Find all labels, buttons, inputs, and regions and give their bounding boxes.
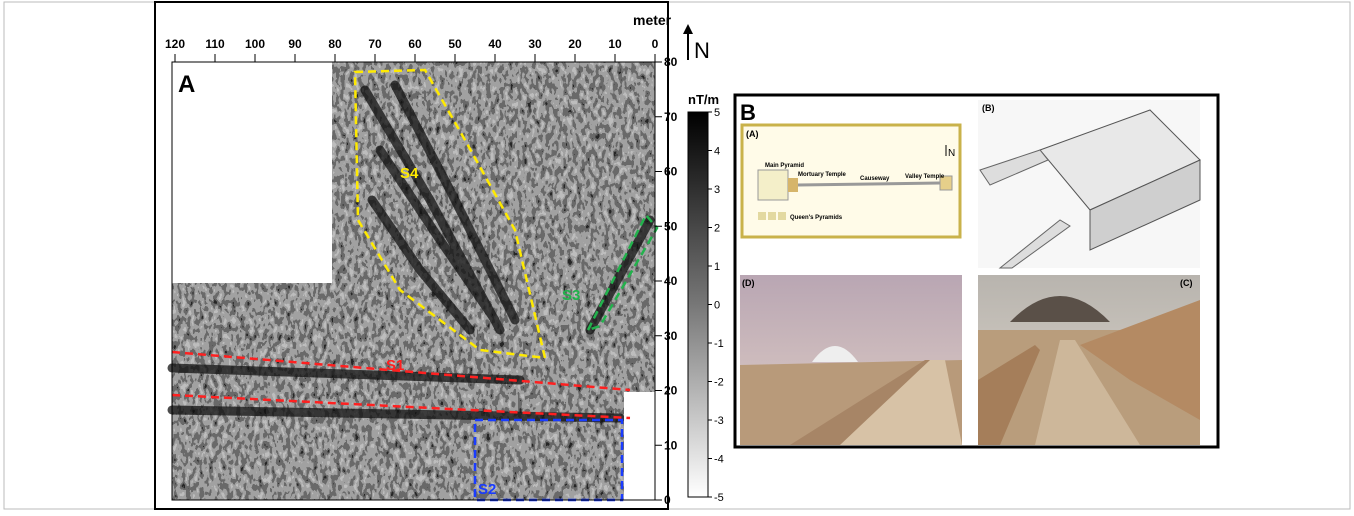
y-tick-label: 30 (664, 329, 678, 343)
colorbar-tick-label: 1 (714, 261, 720, 273)
photo-label: (B) (982, 103, 995, 113)
outer-frame (3, 1, 1351, 510)
plan-text: Causeway (860, 176, 890, 182)
y-tick-label: 60 (664, 165, 678, 179)
x-tick-label: 20 (568, 37, 582, 51)
colorbar-tick-label: -2 (714, 377, 724, 389)
plan-text: Valley Temple (905, 174, 945, 180)
colorbar-tick-label: -3 (714, 415, 724, 427)
y-tick-label: 0 (664, 493, 671, 507)
colorbar-tick-label: 0 (714, 300, 720, 312)
x-tick-label: 100 (245, 37, 265, 51)
colorbar-ticks: 5 4 3 2 1 0 -1 -2 -3 -4 -5 (708, 107, 724, 504)
colorbar-tick-label: 2 (714, 223, 720, 235)
feature-label: S3 (562, 287, 580, 304)
feature-label: S4 (400, 165, 419, 182)
plan-north: N (948, 148, 955, 159)
y-tick-label: 10 (664, 438, 678, 452)
plan-text: Main Pyramid (765, 163, 804, 169)
panel-label: B (740, 100, 756, 125)
x-tick-label: 110 (205, 37, 225, 51)
colorbar-tick-label: -1 (714, 338, 724, 350)
axis-title: meter (633, 12, 672, 28)
x-ticks: 120 110 100 90 80 70 60 50 40 30 20 10 0 (165, 37, 659, 62)
x-tick-label: 120 (165, 37, 185, 51)
photo-label: (C) (1180, 278, 1193, 288)
feature-label: S1 (386, 357, 404, 374)
colorbar-tick-label: -4 (714, 454, 724, 466)
colorbar-tick-label: -5 (714, 492, 724, 504)
photo-label: (D) (742, 278, 755, 288)
y-tick-label: 70 (664, 110, 678, 124)
x-tick-label: 10 (608, 37, 622, 51)
x-tick-label: 0 (652, 37, 659, 51)
colorbar-tick-label: 5 (714, 107, 720, 119)
plan-text: Mortuary Temple (798, 172, 847, 178)
photo-reconstruction (978, 100, 1201, 269)
panel-label: A (178, 71, 195, 98)
y-tick-label: 40 (664, 274, 678, 288)
magnetic-map (167, 62, 659, 502)
colorbar-tick-label: 3 (714, 184, 720, 196)
photo-causeway-c (978, 275, 1200, 445)
y-tick-label: 20 (664, 384, 678, 398)
y-tick-label: 50 (664, 219, 678, 233)
colorbar-unit: nT/m (688, 92, 719, 107)
y-ticks: 80 70 60 50 40 30 20 10 0 (655, 55, 678, 507)
x-tick-label: 50 (448, 37, 462, 51)
x-tick-label: 90 (288, 37, 302, 51)
x-tick-label: 80 (328, 37, 342, 51)
north-label: N (694, 38, 710, 63)
x-tick-label: 70 (368, 37, 382, 51)
x-tick-label: 30 (528, 37, 542, 51)
plan-label: (A) (746, 129, 759, 139)
north-arrow-head (683, 24, 693, 34)
colorbar-tick-label: 4 (714, 146, 720, 158)
colorbar (687, 111, 709, 498)
feature-label: S2 (478, 481, 496, 498)
x-tick-label: 60 (408, 37, 422, 51)
y-tick-label: 80 (664, 55, 678, 69)
plan-text: Queen's Pyramids (790, 215, 843, 221)
x-tick-label: 40 (488, 37, 502, 51)
photo-causeway-d (740, 275, 962, 445)
site-plan (740, 123, 962, 239)
